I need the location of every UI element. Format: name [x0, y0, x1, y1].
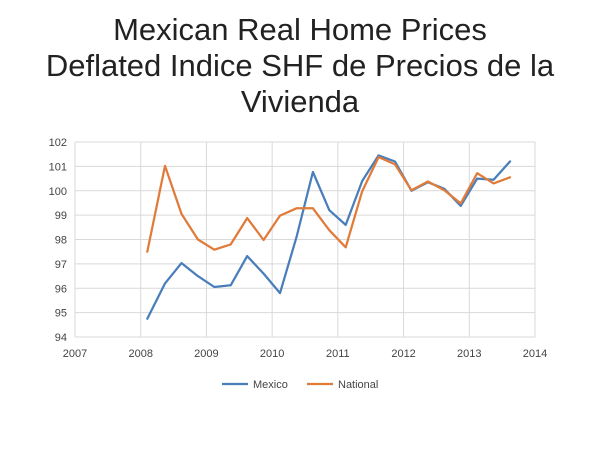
y-tick-label: 96	[55, 283, 67, 295]
x-tick-label: 2013	[457, 348, 481, 360]
series-line-national	[146, 155, 512, 253]
chart-title-line-2: Deflated Indice SHF de Precios de la	[45, 48, 555, 83]
y-tick-label: 101	[49, 161, 67, 173]
series-line-mexico	[146, 154, 512, 320]
x-axis-ticks: 2007 2008 2009 2010 2011 2012 2013 2014	[63, 348, 547, 360]
x-tick-label: 2012	[391, 348, 415, 360]
y-tick-label: 99	[55, 210, 67, 222]
y-tick-label: 95	[55, 308, 67, 320]
x-tick-label: 2008	[128, 348, 152, 360]
legend-label-national: National	[338, 379, 378, 391]
y-tick-label: 100	[49, 186, 67, 198]
chart-title-line-3: Vivienda	[240, 84, 360, 119]
y-tick-label: 98	[55, 235, 67, 247]
x-tick-label: 2009	[194, 348, 218, 360]
x-tick-label: 2010	[260, 348, 284, 360]
chart-title: Mexican Real Home Prices Deflated Indice…	[0, 12, 600, 120]
y-tick-label: 97	[55, 259, 67, 271]
legend: Mexico National	[222, 379, 378, 391]
x-tick-label: 2011	[326, 348, 350, 360]
gridlines	[74, 141, 536, 338]
y-axis-ticks: 94 95 96 97 98 99 100 101 102	[49, 137, 67, 344]
x-tick-label: 2007	[63, 348, 87, 360]
legend-label-mexico: Mexico	[253, 379, 288, 391]
chart-title-line-1: Mexican Real Home Prices	[113, 12, 487, 47]
y-tick-label: 94	[55, 332, 67, 344]
y-tick-label: 102	[49, 137, 67, 149]
series-lines	[146, 154, 512, 320]
x-tick-label: 2014	[523, 348, 547, 360]
